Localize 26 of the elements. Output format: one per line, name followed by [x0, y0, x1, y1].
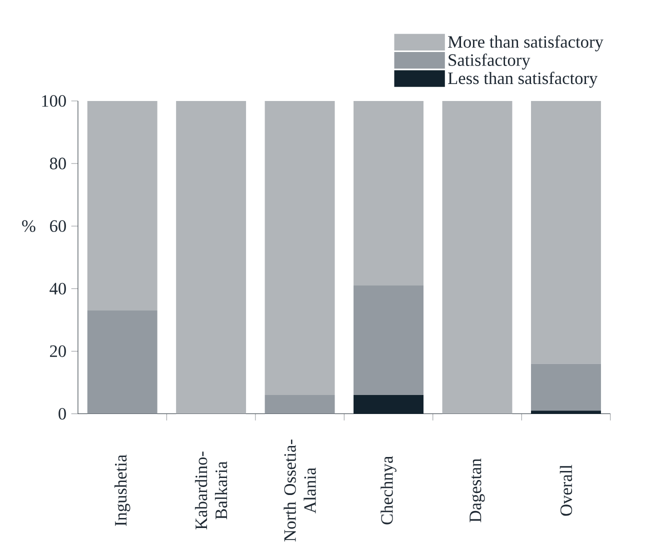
bar — [264, 100, 335, 395]
x-tick-label: Overall — [560, 464, 572, 516]
legend-label: More than satisfactory — [448, 35, 604, 52]
y-tick-label: 40 — [50, 282, 66, 294]
x-tick-label: Kabardino-Balkaria — [194, 452, 228, 530]
x-tick-label: Chechnya — [380, 456, 396, 524]
y-tick-label: 100 — [42, 95, 66, 107]
bar — [87, 310, 158, 414]
y-axis-title: % — [22, 220, 36, 232]
bar — [354, 285, 424, 395]
legend-label: Less than satisfactory — [448, 72, 598, 88]
y-tick-label: 0 — [58, 408, 66, 420]
y-tick-label: 80 — [50, 158, 66, 170]
x-tick-label: North Ossetia-Alania — [284, 440, 316, 542]
bar — [87, 100, 158, 310]
legend-label: Satisfactory — [448, 53, 530, 70]
bar — [176, 100, 246, 414]
y-tick-label: 20 — [50, 345, 66, 357]
x-tick-label: Ingushetia — [114, 454, 130, 526]
bar — [354, 100, 424, 286]
bar — [531, 364, 601, 411]
y-tick-label: 60 — [50, 220, 66, 232]
bar — [264, 394, 335, 414]
bar — [442, 100, 512, 414]
bar — [531, 100, 601, 364]
x-tick-label: Dagestan — [470, 458, 485, 522]
